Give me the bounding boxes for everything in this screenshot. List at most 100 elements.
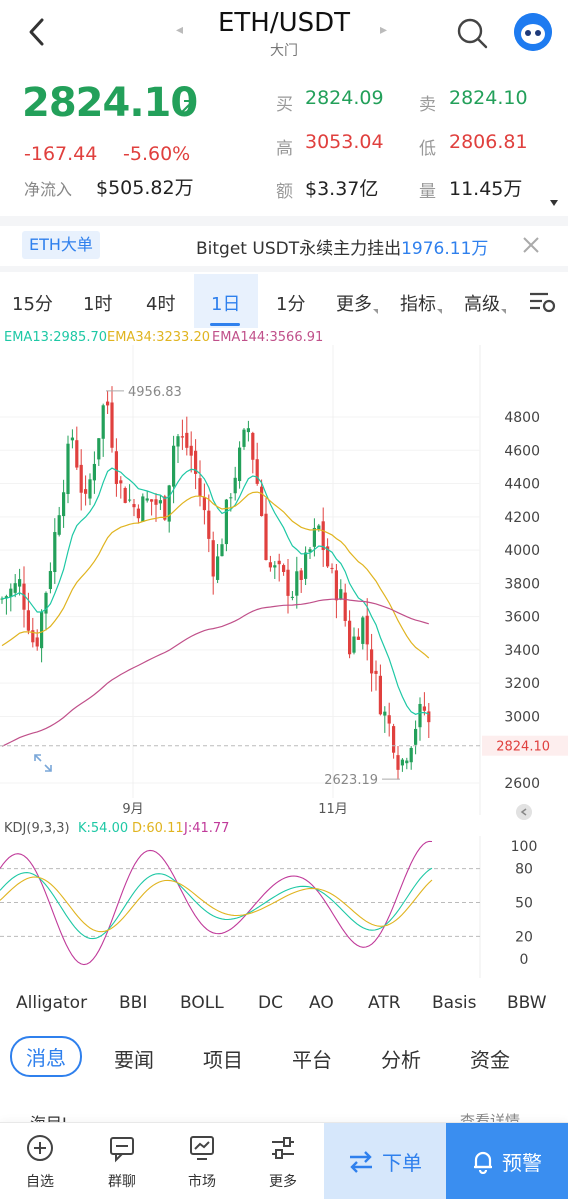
bid-value: 2824.09 [305, 87, 384, 109]
candle-body [44, 592, 48, 614]
tab-15m[interactable]: 15分 [12, 294, 53, 315]
candle-body [101, 405, 105, 439]
y-tick-label: 4800 [504, 410, 540, 426]
prev-pair-icon[interactable]: ◂ [176, 22, 184, 38]
nav-watchlist[interactable]: 自选 [5, 1133, 75, 1191]
kdj-tick-label: 50 [515, 896, 533, 912]
tab-1h[interactable]: 1时 [83, 294, 113, 315]
tab-projects[interactable]: 项目 [203, 1048, 243, 1072]
tab-indicators[interactable]: 指标 [400, 294, 436, 315]
candle-body [35, 637, 39, 647]
candle-body [378, 675, 382, 715]
avatar[interactable] [514, 13, 552, 51]
nav-market[interactable]: 市场 [167, 1133, 237, 1191]
candle-body [194, 450, 198, 474]
candle-body [405, 760, 409, 764]
ema34-legend: EMA34:3233.20 [107, 330, 211, 345]
candle-body [88, 479, 92, 499]
candle-body [264, 513, 268, 561]
candle-body [207, 510, 211, 539]
candle-body [418, 703, 422, 728]
indicator-bbi[interactable]: BBI [119, 993, 148, 1013]
y-tick-label: 4200 [504, 510, 540, 526]
tab-4h[interactable]: 4时 [146, 294, 176, 315]
ask-value: 2824.10 [449, 87, 528, 109]
candle-body [75, 440, 79, 468]
tab-news[interactable]: 消息 [10, 1036, 82, 1077]
candle-body [70, 437, 74, 441]
candle-body [396, 755, 400, 770]
nav-more[interactable]: 更多 [248, 1133, 318, 1191]
indicator-atr[interactable]: ATR [368, 993, 401, 1013]
caret-down-icon [373, 309, 378, 314]
chart-settings-icon[interactable] [528, 290, 556, 314]
indicator-bbw[interactable]: BBW [507, 993, 547, 1013]
candle-body [233, 477, 237, 494]
expand-corner-icon[interactable] [550, 200, 558, 206]
candle-body [92, 463, 96, 481]
indicator-alligator[interactable]: Alligator [16, 993, 88, 1013]
y-tick-label: 3000 [504, 709, 540, 725]
candle-body [299, 570, 303, 580]
large-order-banner[interactable]: Bitget USDT永续主力挂出1976.11万 [196, 234, 488, 259]
candle-body [167, 485, 171, 522]
tab-analysis[interactable]: 分析 [381, 1048, 421, 1072]
candle-body [343, 592, 347, 621]
kdj-tick-label: 20 [515, 929, 533, 945]
close-icon[interactable] [521, 235, 541, 255]
indicator-ao[interactable]: AO [309, 993, 334, 1013]
candle-body [321, 521, 325, 551]
candle-body [242, 429, 246, 447]
search-icon[interactable] [455, 16, 489, 50]
next-pair-icon[interactable]: ▸ [380, 22, 388, 38]
place-order-button[interactable]: 下单 [324, 1123, 446, 1199]
back-arrow-icon[interactable] [22, 14, 52, 50]
indicator-dc[interactable]: DC [258, 993, 283, 1013]
candle-body [356, 636, 360, 640]
tab-platform[interactable]: 平台 [292, 1048, 332, 1072]
indicator-basis[interactable]: Basis [432, 993, 477, 1013]
candle-body [106, 401, 110, 406]
tab-advanced[interactable]: 高级 [464, 294, 500, 315]
tab-headlines[interactable]: 要闻 [114, 1048, 154, 1072]
candle-body [132, 504, 136, 508]
ema144-legend: EMA144:3566.91 [212, 330, 324, 345]
y-tick-label: 4000 [504, 543, 540, 559]
chart-reset-icon[interactable] [33, 753, 53, 773]
pair-subtitle: 大门 [270, 43, 298, 59]
price-alert-button[interactable]: 预警 [446, 1123, 568, 1199]
candle-body [282, 565, 286, 572]
tab-1d[interactable]: 1日 [211, 294, 241, 315]
candlestick-chart[interactable]: 4800 4600 4400 4200 4000 3800 3600 3400 3200 3000… [0, 345, 568, 815]
candle-body [0, 598, 4, 600]
order-label: 下单 [382, 1151, 422, 1175]
indicator-boll[interactable]: BOLL [180, 993, 224, 1013]
candle-body [53, 532, 57, 573]
view-details-link[interactable]: 查看详情 [460, 1112, 521, 1124]
candle-body [18, 579, 22, 587]
high-value: 3053.04 [305, 131, 384, 153]
nav-group-chat[interactable]: 群聊 [87, 1133, 157, 1191]
trend-up-arrow-icon [180, 100, 194, 114]
candle-body [145, 498, 149, 501]
pair-title[interactable]: ETH/USDT [217, 8, 351, 38]
tab-funds[interactable]: 资金 [470, 1048, 510, 1072]
amount-label: 额 [276, 182, 293, 202]
tab-more[interactable]: 更多 [336, 294, 372, 315]
kdj-indicator-chart[interactable]: 100 80 50 20 0 [0, 836, 568, 978]
divider [0, 216, 568, 226]
kdj-d-line [0, 876, 433, 933]
large-order-tag[interactable]: ETH大单 [22, 231, 100, 259]
candle-body [224, 499, 228, 545]
candle-body [163, 496, 167, 520]
candle-body [330, 567, 334, 569]
y-tick-label: 4600 [504, 443, 540, 459]
candle-body [189, 445, 193, 456]
volume-value: 11.45万 [449, 178, 523, 200]
candle-body [277, 560, 281, 565]
divider [0, 266, 568, 272]
tab-1m[interactable]: 1分 [276, 294, 306, 315]
collapse-panel-icon[interactable] [516, 804, 532, 820]
banner-amount: 1976.11万 [401, 239, 489, 259]
candle-body [290, 596, 294, 598]
